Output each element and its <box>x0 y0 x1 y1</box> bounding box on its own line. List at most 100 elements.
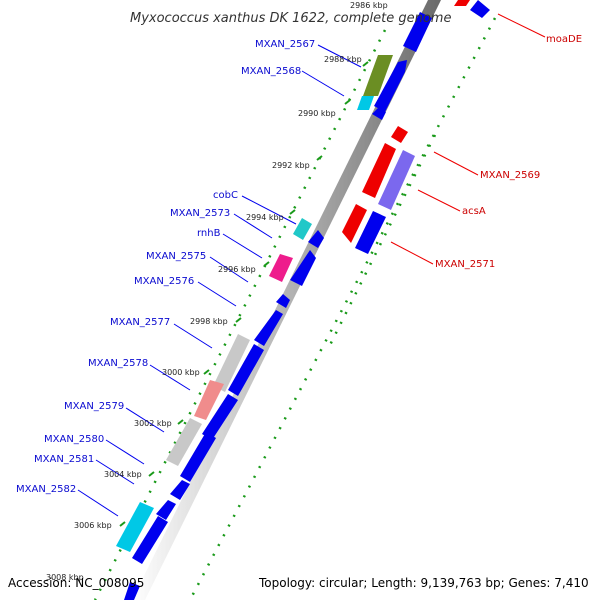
gene-MXAN_2578 <box>194 380 224 420</box>
tick-mark <box>362 61 369 67</box>
gene-label: MXAN_2577 <box>110 317 170 328</box>
map-title: Myxococcus xanthus DK 1622, complete gen… <box>130 11 451 26</box>
gene-MXAN_2569 <box>362 143 396 198</box>
gene-acsA <box>378 150 415 210</box>
guide-dots-right <box>188 17 497 600</box>
gene-MXAN_2568 <box>357 96 374 110</box>
leader-line <box>95 459 135 485</box>
gene-moaDE-blue <box>470 0 490 18</box>
leader-line <box>241 195 297 225</box>
gene-blue <box>403 12 432 52</box>
gene-blue <box>156 500 176 520</box>
kbp-label: 3002 kbp <box>134 419 172 428</box>
gene-blue <box>124 582 140 600</box>
gene-blue <box>374 60 407 112</box>
gene-MXAN_2571 <box>342 204 367 243</box>
gene-label: MXAN_2580 <box>44 434 104 445</box>
kbp-label: 2986 kbp <box>350 1 388 10</box>
leader-line <box>417 189 461 212</box>
gene-label: MXAN_2575 <box>146 251 206 262</box>
left-leader-lines <box>77 44 362 517</box>
gene-label: moaDE <box>546 34 582 45</box>
gene-blue <box>372 108 386 120</box>
tick-mark <box>177 419 184 425</box>
left-gene-labels: MXAN_2567 MXAN_2568 cobC MXAN_2573 rnhB … <box>16 39 315 495</box>
tick-mark <box>263 261 270 267</box>
gene-rnhB <box>269 254 293 282</box>
leader-line <box>149 364 191 391</box>
gene-MXAN_2577 <box>213 334 250 392</box>
left-lane-features <box>116 55 393 552</box>
gene-label: MXAN_2576 <box>134 276 194 287</box>
tick-mark <box>344 99 351 105</box>
gene-label: cobC <box>213 190 238 201</box>
kbp-label: 2996 kbp <box>218 265 256 274</box>
gene-label: MXAN_2569 <box>480 170 540 181</box>
leader-line <box>390 241 434 265</box>
kbp-label: 3008 kbp <box>46 573 84 582</box>
kbp-label: 2992 kbp <box>272 161 310 170</box>
leader-line <box>301 70 345 97</box>
gene-blue <box>180 432 216 482</box>
guide-dots <box>93 17 497 600</box>
leader-line <box>105 439 145 465</box>
leader-line <box>173 323 213 349</box>
gene-label: MXAN_2578 <box>88 358 148 369</box>
gene-label: MXAN_2568 <box>241 66 301 77</box>
gene-label: MXAN_2581 <box>34 454 94 465</box>
leader-line <box>125 407 165 433</box>
guide-dots-left <box>93 29 387 600</box>
gene-label: acsA <box>462 206 486 217</box>
tick-mark <box>235 317 242 323</box>
kbp-labels: 2986 kbp 2988 kbp 2990 kbp 2992 kbp 2994… <box>46 1 388 582</box>
leader-line <box>209 256 249 283</box>
gene-label: MXAN_2579 <box>64 401 124 412</box>
right-leader-lines <box>390 13 546 265</box>
tick-mark <box>148 471 155 477</box>
tick-mark <box>119 521 126 527</box>
leader-line <box>433 151 479 176</box>
gene-label: MXAN_2567 <box>255 39 315 50</box>
gene-blue <box>170 480 190 500</box>
gene-MXAN_2567 <box>363 55 393 96</box>
gene-blue <box>308 230 324 248</box>
gene-MXAN_2571-blue <box>355 211 386 254</box>
kbp-label: 2988 kbp <box>324 55 362 64</box>
gene-blue <box>202 394 238 440</box>
right-gene-labels: moaDE MXAN_2569 acsA MXAN_2571 <box>435 34 582 270</box>
kbp-label: 2998 kbp <box>190 317 228 326</box>
tick-mark <box>203 369 210 375</box>
kbp-label: 3006 kbp <box>74 521 112 530</box>
tick-mark <box>289 209 296 215</box>
leader-line <box>233 213 273 239</box>
gene-MXAN_2579 <box>166 418 202 466</box>
tick-mark <box>316 155 323 161</box>
topology-text: Topology: circular; Length: 9,139,763 bp… <box>258 576 589 590</box>
gene-label: rnhB <box>197 228 221 239</box>
leader-line <box>197 281 237 307</box>
accession-text: Accession: NC_008095 <box>8 576 144 590</box>
leader-line <box>77 489 119 517</box>
gene-label: MXAN_2573 <box>170 208 230 219</box>
gene-moaDE <box>454 0 470 6</box>
right-strand-features <box>342 0 490 254</box>
gene-blue <box>276 294 290 308</box>
leader-line <box>497 13 546 38</box>
leader-line <box>317 44 362 68</box>
tick-marks <box>119 61 369 527</box>
gene-blue <box>132 516 168 564</box>
gene-label: MXAN_2582 <box>16 484 76 495</box>
gene-cobC <box>293 218 312 240</box>
kbp-label: 3000 kbp <box>162 368 200 377</box>
gene-blue <box>228 344 264 396</box>
gene-MXAN_2569-small <box>391 126 408 143</box>
gene-blue <box>290 250 316 286</box>
gene-label: MXAN_2571 <box>435 259 495 270</box>
gene-blue <box>254 310 283 346</box>
gene-MXAN_2582 <box>116 502 154 552</box>
kbp-label: 2994 kbp <box>246 213 284 222</box>
leader-line <box>222 233 263 259</box>
forward-strand-genes <box>124 12 432 600</box>
